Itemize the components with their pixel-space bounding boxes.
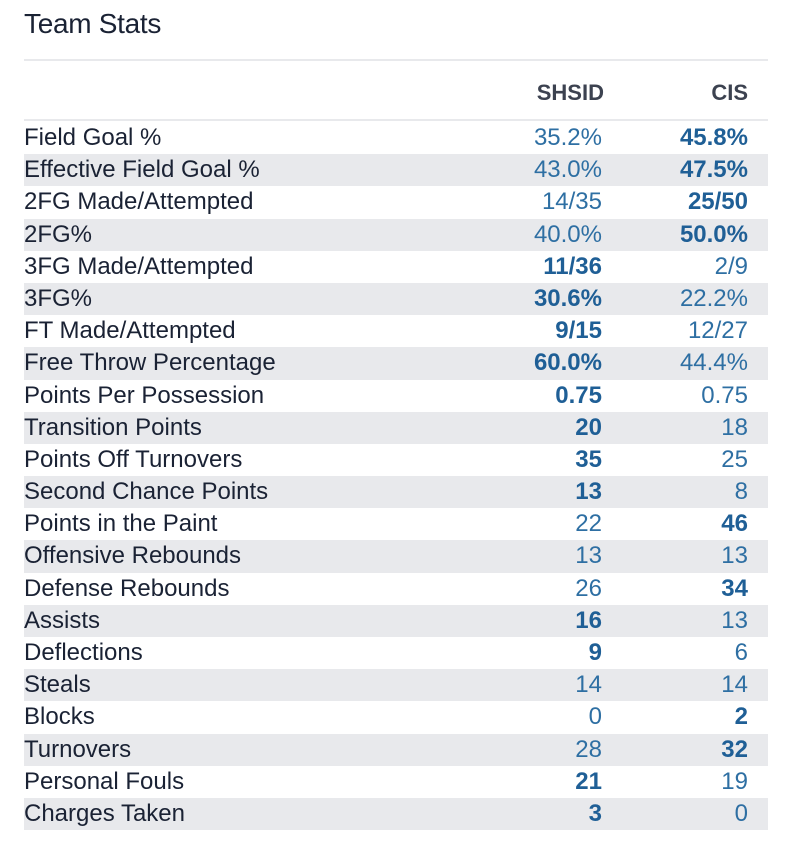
stat-value-team-b: 19 — [721, 767, 748, 795]
stat-value-team-b: 2 — [734, 703, 748, 731]
stat-value-team-a: 20 — [575, 413, 602, 441]
stat-value-team-b: 14 — [721, 671, 748, 699]
header-divider — [24, 119, 768, 121]
stats-table: Field Goal % 35.2% 45.8% Effective Field Go… — [24, 122, 768, 831]
stat-value-team-a: 11/36 — [543, 252, 602, 280]
stat-label: Second Chance Points — [24, 478, 269, 506]
stat-value-team-a: 21 — [575, 767, 602, 795]
column-header-team-b: CIS — [711, 80, 748, 105]
stat-value-team-a: 13 — [575, 478, 602, 506]
stat-value-team-b: 0.75 — [701, 381, 748, 409]
table-row: Transition Points 20 18 — [24, 411, 768, 444]
table-row: FT Made/Attempted 9/15 12/27 — [24, 315, 768, 347]
stat-label: Deflections — [24, 639, 143, 666]
stat-label: 3FG Made/Attempted — [24, 252, 254, 280]
stat-label: Defense Rebounds — [24, 574, 230, 602]
stat-value-team-b: 47.5% — [679, 156, 748, 184]
stat-value-team-a: 14/35 — [541, 188, 602, 216]
stat-label: Points in the Paint — [24, 510, 218, 538]
stat-value-team-b: 13 — [721, 606, 748, 634]
table-row: Points Off Turnovers 35 25 — [24, 444, 768, 476]
stat-label: Charges Taken — [24, 799, 185, 827]
stat-value-team-b: 25/50 — [687, 188, 748, 216]
page-title: Team Stats — [24, 8, 162, 39]
stat-value-team-b: 13 — [721, 542, 748, 570]
stat-label: Steals — [24, 671, 91, 699]
stat-value-team-a: 35.2% — [533, 124, 602, 151]
stat-value-team-a: 26 — [575, 574, 602, 602]
stat-value-team-b: 2/9 — [714, 252, 748, 280]
stat-value-team-a: 16 — [575, 606, 602, 634]
column-header-team-a: SHSID — [536, 80, 604, 105]
stat-value-team-b: 25 — [721, 445, 748, 473]
stat-label: Points Off Turnovers — [24, 445, 243, 473]
stat-label: Points Per Possession — [24, 381, 265, 409]
table-row: Offensive Rebounds 13 13 — [24, 540, 768, 573]
table-row: Deflections 9 6 — [24, 637, 768, 669]
stat-value-team-b: 32 — [721, 735, 748, 763]
table-row: Charges Taken 3 0 — [24, 797, 768, 831]
stat-label: 2FG Made/Attempted — [24, 188, 254, 216]
stat-value-team-a: 9 — [588, 639, 602, 666]
stat-label: Transition Points — [24, 413, 202, 441]
table-header: SHSID CIS — [24, 76, 768, 112]
table-row: Second Chance Points 13 8 — [24, 476, 768, 509]
stat-value-team-b: 6 — [734, 639, 748, 666]
stat-value-team-a: 30.6% — [533, 284, 602, 312]
stat-value-team-b: 50.0% — [679, 220, 748, 248]
table-row: Field Goal % 35.2% 45.8% — [24, 122, 768, 154]
stat-value-team-a: 9/15 — [555, 317, 602, 345]
stat-label: Effective Field Goal % — [24, 156, 260, 184]
table-row: Defense Rebounds 26 34 — [24, 573, 768, 605]
stat-value-team-a: 40.0% — [533, 220, 602, 248]
stat-label: Blocks — [24, 703, 95, 731]
table-row: 3FG Made/Attempted 11/36 2/9 — [24, 251, 768, 283]
stat-value-team-a: 22 — [575, 510, 602, 538]
table-row: 2FG% 40.0% 50.0% — [24, 218, 768, 251]
stat-label: Free Throw Percentage — [24, 349, 276, 377]
stat-value-team-a: 60.0% — [533, 349, 602, 377]
stat-value-team-b: 0 — [734, 799, 748, 827]
stat-label: 2FG% — [24, 220, 93, 248]
stat-label: 3FG% — [24, 284, 93, 312]
stat-value-team-b: 12/27 — [687, 317, 748, 345]
stat-value-team-b: 22.2% — [679, 284, 748, 312]
table-row: Points Per Possession 0.75 0.75 — [24, 380, 768, 412]
stat-label: Personal Fouls — [24, 767, 185, 795]
stat-value-team-a: 13 — [575, 542, 602, 570]
table-row: Assists 16 13 — [24, 604, 768, 637]
table-row: Steals 14 14 — [24, 669, 768, 702]
stat-value-team-a: 0 — [588, 703, 602, 731]
table-row: Free Throw Percentage 60.0% 44.4% — [24, 347, 768, 380]
stat-value-team-a: 43.0% — [533, 156, 602, 184]
stat-label: Assists — [24, 606, 101, 634]
stat-label: Field Goal % — [24, 124, 162, 151]
stat-value-team-b: 18 — [721, 413, 748, 441]
stat-value-team-b: 44.4% — [679, 349, 748, 377]
stat-label: Turnovers — [24, 735, 132, 763]
stat-value-team-a: 35 — [575, 445, 602, 473]
stat-value-team-b: 34 — [721, 574, 748, 602]
stat-value-team-b: 45.8% — [679, 124, 748, 151]
table-row: Personal Fouls 21 19 — [24, 766, 768, 798]
stat-value-team-b: 8 — [734, 478, 748, 506]
stat-value-team-a: 0.75 — [555, 381, 602, 409]
stat-value-team-b: 46 — [721, 510, 748, 538]
table-row: 2FG Made/Attempted 14/35 25/50 — [24, 186, 768, 218]
title-divider — [24, 59, 768, 61]
stat-value-team-a: 14 — [575, 671, 602, 699]
stat-label: FT Made/Attempted — [24, 317, 236, 345]
stat-value-team-a: 3 — [588, 799, 602, 827]
table-row: Blocks 0 2 — [24, 701, 768, 733]
table-row: 3FG% 30.6% 22.2% — [24, 282, 768, 316]
stat-value-team-a: 28 — [575, 735, 602, 763]
table-row: Points in the Paint 22 46 — [24, 508, 768, 540]
table-row: Turnovers 28 32 — [24, 733, 768, 766]
stat-label: Offensive Rebounds — [24, 542, 242, 570]
table-row: Effective Field Goal % 43.0% 47.5% — [24, 154, 768, 187]
